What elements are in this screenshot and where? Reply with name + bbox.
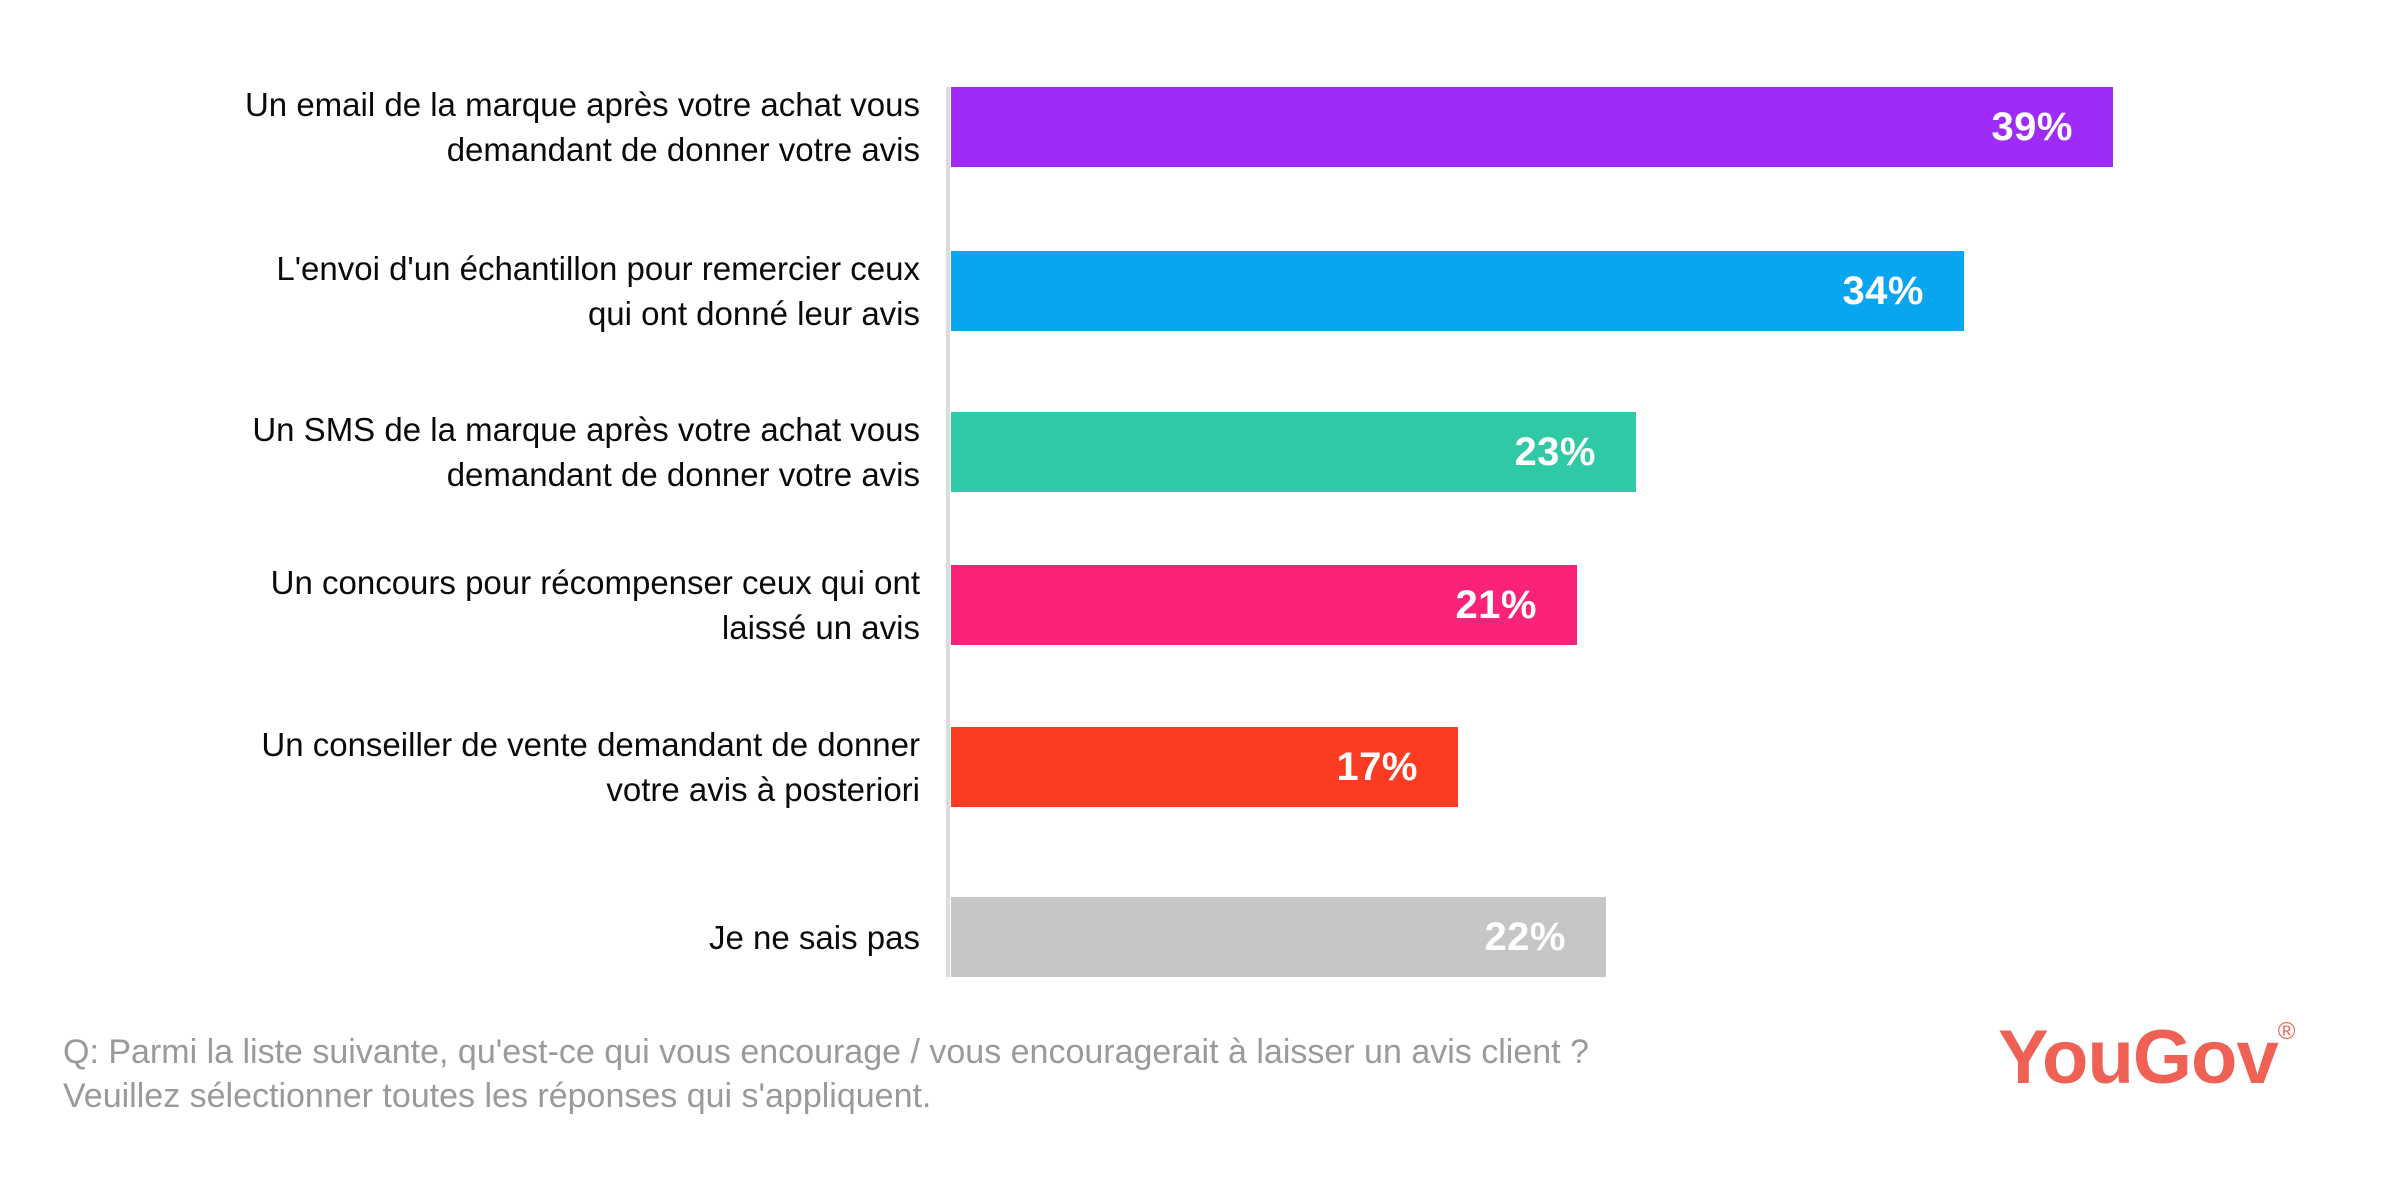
bar-track: 34% <box>951 251 2400 331</box>
bar-segment: 23% <box>951 412 1636 492</box>
bar-track: 23% <box>951 412 2400 492</box>
bar-segment: 22% <box>951 897 1606 977</box>
chart-row: Un email de la marque après votre achat … <box>60 86 2400 168</box>
category-label: Un SMS de la marque après votre achat vo… <box>252 411 920 493</box>
bar-segment: 17% <box>951 727 1458 807</box>
question-text: Q: Parmi la liste suivante, qu'est-ce qu… <box>63 1030 1589 1118</box>
yougov-logo: YouGov® <box>1998 1014 2295 1101</box>
bar-value-label: 34% <box>1842 268 1924 313</box>
chart-row: Un concours pour récompenser ceux qui on… <box>60 564 2400 646</box>
category-label: Je ne sais pas <box>709 918 920 956</box>
chart-row: L'envoi d'un échantillon pour remercier … <box>60 250 2400 332</box>
bar-track: 21% <box>951 565 2400 645</box>
category-label: L'envoi d'un échantillon pour remercier … <box>276 250 920 332</box>
bar-track: 17% <box>951 727 2400 807</box>
bar-segment: 39% <box>951 87 2113 167</box>
bar-value-label: 39% <box>1991 104 2073 149</box>
bar-segment: 21% <box>951 565 1577 645</box>
yougov-logo-text: YouGov <box>1998 1015 2279 1100</box>
category-label: Un concours pour récompenser ceux qui on… <box>270 564 920 646</box>
y-axis-line <box>946 87 950 977</box>
bar-segment: 34% <box>951 251 1964 331</box>
category-label: Un conseiller de vente demandant de donn… <box>261 726 920 808</box>
registered-trademark-icon: ® <box>2277 1018 2296 1045</box>
bar-value-label: 23% <box>1514 429 1596 474</box>
bar-value-label: 22% <box>1484 914 1566 959</box>
bar-value-label: 21% <box>1455 582 1537 627</box>
question-line-1: Q: Parmi la liste suivante, qu'est-ce qu… <box>63 1033 1589 1071</box>
bar-value-label: 17% <box>1336 744 1418 789</box>
chart-row: Je ne sais pas 22% <box>60 897 2400 977</box>
bar-track: 39% <box>951 87 2400 167</box>
chart-row: Un conseiller de vente demandant de donn… <box>60 726 2400 808</box>
bar-track: 22% <box>951 897 2400 977</box>
question-line-2: Veuillez sélectionner toutes les réponse… <box>63 1077 932 1115</box>
chart-row: Un SMS de la marque après votre achat vo… <box>60 411 2400 493</box>
category-label: Un email de la marque après votre achat … <box>244 86 920 168</box>
